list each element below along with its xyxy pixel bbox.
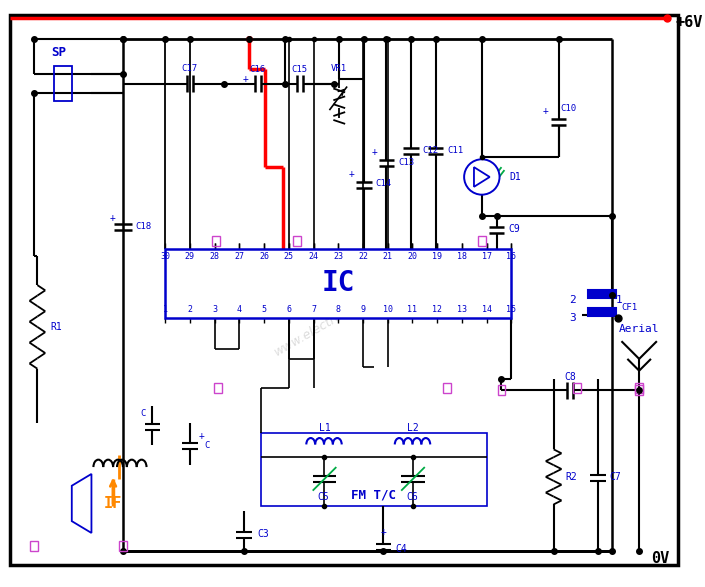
Text: C11: C11 (448, 146, 464, 155)
Text: www.electroniccircuits.com: www.electroniccircuits.com (271, 261, 427, 358)
Text: 16: 16 (506, 252, 516, 261)
Text: R2: R2 (565, 472, 577, 482)
Bar (293, 236, 301, 246)
Text: 4: 4 (237, 305, 242, 314)
Bar (165, 249, 511, 318)
Text: C17: C17 (182, 65, 198, 73)
Text: 1: 1 (163, 305, 168, 314)
Bar (635, 383, 643, 393)
Text: VR1: VR1 (331, 65, 348, 73)
Bar (261, 433, 486, 507)
Text: +: + (243, 73, 249, 83)
Text: C4: C4 (396, 544, 407, 554)
Text: C7: C7 (610, 472, 621, 482)
Bar (212, 236, 220, 246)
Bar (54, 66, 72, 102)
Text: +: + (109, 213, 115, 223)
Bar (478, 236, 486, 246)
Text: C: C (204, 441, 210, 450)
Text: 26: 26 (259, 252, 269, 261)
Text: 15: 15 (506, 305, 516, 314)
Text: 28: 28 (209, 252, 220, 261)
Text: 17: 17 (482, 252, 491, 261)
Text: 9: 9 (360, 305, 365, 314)
Text: 5: 5 (262, 305, 266, 314)
Text: 20: 20 (407, 252, 417, 261)
Text: C9: C9 (508, 224, 520, 234)
Text: C14: C14 (376, 180, 392, 188)
Text: C3: C3 (257, 529, 269, 539)
Text: 23: 23 (333, 252, 343, 261)
Text: 25: 25 (284, 252, 294, 261)
Text: C: C (140, 410, 145, 419)
Text: L1: L1 (319, 423, 331, 433)
Text: 24: 24 (309, 252, 319, 261)
Text: 12: 12 (432, 305, 442, 314)
Text: 27: 27 (234, 252, 245, 261)
Text: 6: 6 (286, 305, 291, 314)
Text: 10: 10 (383, 305, 393, 314)
Text: 22: 22 (358, 252, 368, 261)
Bar (588, 308, 615, 316)
Text: 8: 8 (336, 305, 341, 314)
Text: 11: 11 (407, 305, 417, 314)
Text: FM T/C: FM T/C (351, 488, 396, 501)
Text: 29: 29 (185, 252, 195, 261)
Bar (635, 386, 643, 395)
Text: SP: SP (51, 46, 66, 59)
Text: 18: 18 (457, 252, 467, 261)
Text: C10: C10 (560, 104, 577, 113)
Text: 7: 7 (311, 305, 316, 314)
Text: 21: 21 (383, 252, 393, 261)
Text: +: + (381, 527, 386, 537)
Bar (443, 383, 451, 393)
Text: 2: 2 (188, 305, 192, 314)
Text: +6V: +6V (675, 15, 703, 30)
Text: 30: 30 (160, 252, 170, 261)
Text: +: + (349, 169, 355, 179)
Text: C16: C16 (250, 65, 266, 75)
Text: CF1: CF1 (622, 303, 637, 312)
Text: C8: C8 (565, 372, 576, 382)
Text: C12: C12 (423, 146, 439, 155)
Text: L2: L2 (407, 423, 419, 433)
Text: 2: 2 (570, 295, 576, 305)
Text: C6: C6 (406, 491, 418, 501)
Text: C5: C5 (318, 491, 329, 501)
Bar (30, 541, 38, 551)
Text: +: + (543, 106, 548, 116)
Text: D1: D1 (510, 172, 521, 182)
Text: 13: 13 (457, 305, 467, 314)
Bar (573, 383, 581, 393)
Bar (498, 386, 505, 395)
Text: 1: 1 (616, 295, 623, 305)
Text: 19: 19 (432, 252, 442, 261)
Text: +: + (372, 147, 378, 157)
Bar (119, 541, 127, 551)
Text: 3: 3 (212, 305, 217, 314)
Circle shape (464, 159, 500, 195)
Text: R1: R1 (50, 322, 62, 332)
Text: 14: 14 (482, 305, 491, 314)
Text: IC: IC (321, 269, 355, 297)
Text: C13: C13 (398, 158, 415, 167)
Text: C15: C15 (292, 65, 308, 75)
Text: C18: C18 (135, 222, 152, 231)
Text: Aerial: Aerial (619, 325, 659, 335)
Text: +: + (199, 431, 204, 441)
Bar (588, 290, 615, 298)
Text: 0V: 0V (651, 551, 669, 566)
Text: IF: IF (104, 496, 122, 511)
Text: 3: 3 (570, 313, 576, 323)
Bar (214, 383, 222, 393)
